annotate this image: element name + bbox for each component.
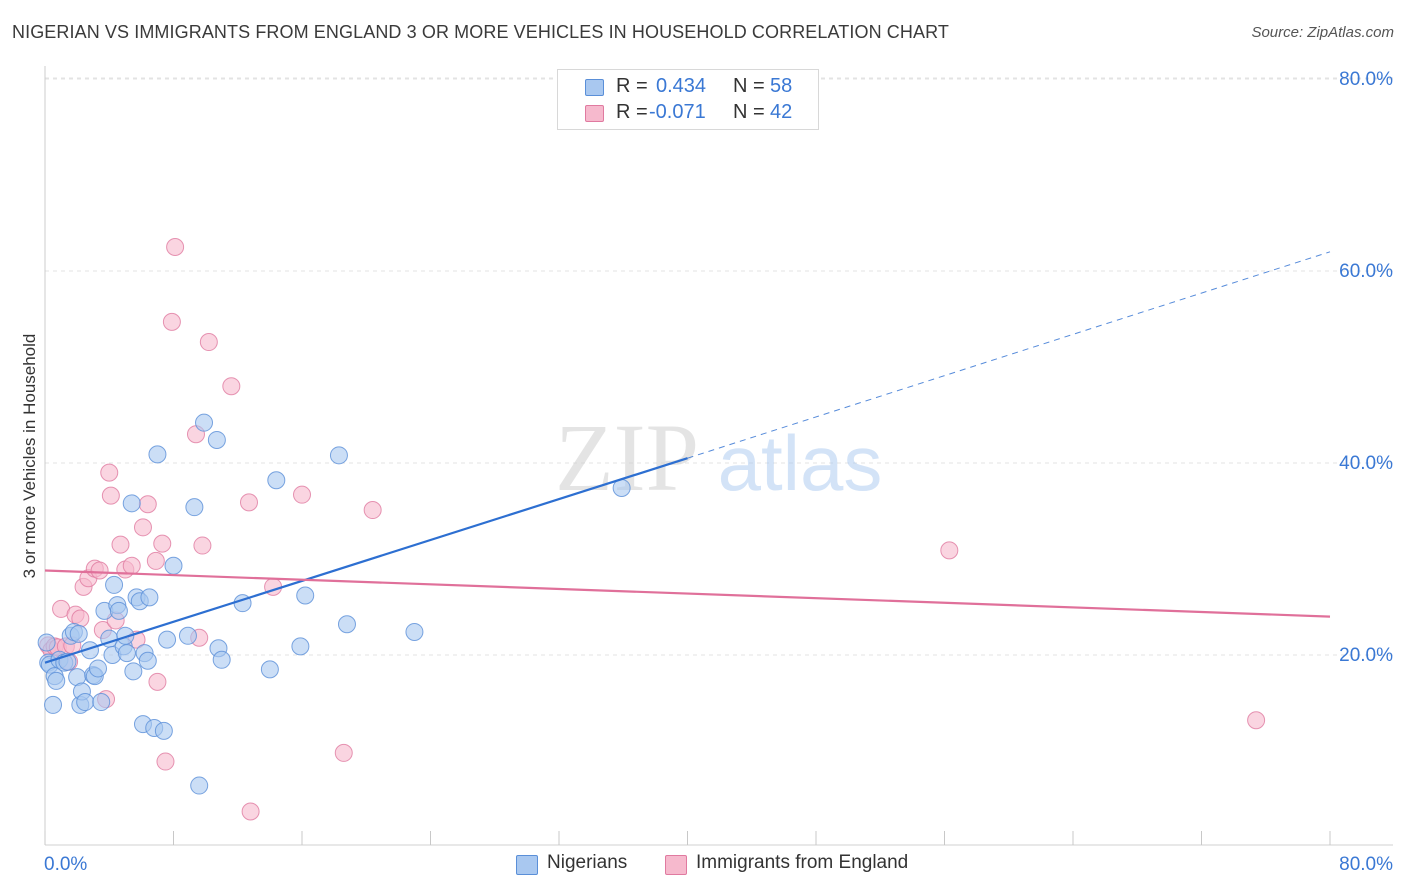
r-value: 0.434 [656,75,707,97]
england-point [199,333,218,352]
stats-row-nigerians: R = 0.434 N = 58 [558,75,818,101]
nigerian-point [178,626,197,645]
y-tick-label: 40.0% [1339,453,1393,474]
england-point [241,802,260,821]
england-point [193,536,212,555]
england-point [940,541,959,560]
nigerian-point [291,637,310,656]
nigerian-point [207,430,226,449]
r-value: -0.071 [649,101,706,123]
n-label: N = [733,101,765,123]
england-point [122,556,141,575]
england-point [293,485,311,504]
england-point [334,743,353,762]
nigerian-point [140,588,159,607]
nigerian-point [185,498,204,517]
england-point [146,551,165,570]
r-label: R = [616,75,648,97]
tick-labels: 20.0% 40.0% 60.0% 80.0% 0.0% 80.0% [44,69,1393,875]
england-point [111,535,130,554]
stats-row-england: R = -0.071 N = 42 [558,101,818,127]
axes [44,66,1393,846]
england-point [166,238,185,256]
england-point [1247,711,1266,730]
trend-lines [44,251,1331,664]
england-point [138,495,157,514]
n-label: N = [733,75,765,97]
nigerian-point [44,695,63,714]
england-point [101,486,120,505]
watermark-atlas: atlas [718,419,883,507]
data-points [37,238,1266,821]
nigerian-point [105,575,124,594]
nigerian-point [92,693,111,712]
legend-label: Nigerians [547,852,628,873]
nigerian-point [164,556,183,575]
nigerians-legend-icon [516,855,538,875]
england-swatch-icon [585,105,604,122]
nigerian-point [158,630,177,649]
nigerian-point [212,650,231,669]
england-point [90,561,109,580]
england-legend-icon [665,855,687,875]
y-tick-label: 60.0% [1339,261,1393,282]
nigerian-point [138,651,157,670]
england-point [156,752,175,771]
england-point [363,501,382,520]
y-tick-label: 20.0% [1339,645,1393,666]
nigerian-point [337,615,356,634]
england-trend-line [44,569,1331,618]
nigerians-trend-line [44,457,688,664]
england-point [133,518,152,537]
r-label: R = [616,101,648,123]
x-tick-label: 0.0% [44,854,87,875]
nigerian-point [267,471,286,490]
nigerian-point [109,601,128,620]
england-point [162,312,181,331]
nigerian-point [195,413,214,432]
watermark: ZIP atlas [555,404,882,511]
gridlines [45,77,1393,656]
nigerian-point [124,662,143,681]
nigerian-point [190,776,209,795]
nigerian-point [69,624,88,643]
england-point [148,672,167,691]
x-tick-label: 80.0% [1339,854,1393,875]
nigerian-point [89,659,108,678]
nigerian-point [76,693,95,712]
england-point [153,534,172,553]
legend-label: Immigrants from England [696,852,909,873]
nigerian-point [122,494,141,513]
y-tick-label: 80.0% [1339,69,1393,90]
n-value: 42 [770,101,793,123]
nigerian-point [260,660,279,679]
nigerian-point [405,622,424,641]
nigerians-swatch-icon [585,79,604,96]
nigerian-point [154,721,173,740]
nigerian-point [296,586,315,605]
nigerian-point [117,644,136,663]
england-point [222,377,241,396]
nigerian-point [148,445,167,464]
england-point [239,493,258,512]
n-value: 58 [770,75,793,97]
nigerian-point [329,446,348,465]
stats-box: R = 0.434 N = 58 R = -0.071 N = 42 [557,69,819,130]
nigerian-point [47,671,66,690]
chart-title: NIGERIAN VS IMMIGRANTS FROM ENGLAND 3 OR… [12,22,949,42]
england-point [100,463,119,482]
y-axis-label: 3 or more Vehicles in Household [20,333,39,579]
source-credit: Source: ZipAtlas.com [1251,24,1394,41]
nigerian-point [37,633,56,652]
nigerians-trend-extension [687,251,1331,459]
